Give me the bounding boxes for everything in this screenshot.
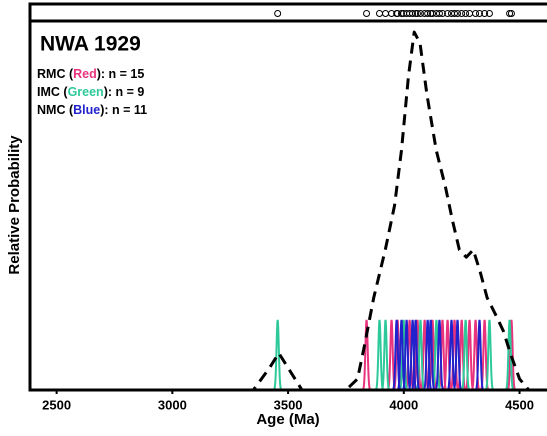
x-tick-label: 4500 [505, 397, 534, 412]
age-spike [461, 319, 471, 391]
age-marker [416, 10, 424, 17]
age-marker [458, 10, 466, 17]
age-marker [409, 10, 417, 17]
x-tick-label: 2500 [42, 397, 71, 412]
plot-frame [28, 2, 547, 392]
legend-text: RMC ( [37, 67, 74, 81]
age-marker [485, 10, 493, 17]
x-tick-label: 3000 [158, 397, 187, 412]
age-spike [471, 319, 481, 391]
legend-entry: RMC (Red): n = 15 [37, 67, 144, 81]
y-axis-label: Relative Probability [6, 135, 23, 275]
age-marker [472, 10, 480, 17]
legend-entry: NMC (Blue): n = 11 [37, 103, 147, 117]
age-marker [481, 10, 489, 17]
age-marker [427, 10, 435, 17]
age-marker [397, 10, 405, 17]
age-spike [443, 319, 453, 391]
age-marker [462, 10, 470, 17]
age-spike [426, 319, 436, 391]
age-marker [424, 10, 432, 17]
age-marker [393, 10, 401, 17]
legend-text: ): n = 9 [104, 85, 145, 99]
legend-text: NMC ( [37, 103, 74, 117]
age-spike [505, 319, 515, 391]
chart-title: NWA 1929 [40, 33, 141, 56]
age-spike [475, 319, 484, 391]
x-axis-label: Age (Ma) [256, 411, 319, 428]
age-spike [408, 319, 418, 391]
age-spike [506, 319, 516, 391]
age-spike [411, 319, 421, 391]
age-marker [274, 10, 282, 17]
age-spike [450, 319, 459, 391]
x-tick-label: 3500 [274, 397, 303, 412]
age-marker [376, 10, 384, 17]
age-spike [362, 319, 372, 391]
age-spike [484, 319, 494, 391]
age-marker [435, 10, 443, 17]
age-marker [382, 10, 390, 17]
legend-text: Green [68, 85, 104, 99]
age-spike [399, 319, 409, 391]
legend-text: IMC ( [37, 85, 68, 99]
legend-text: ): n = 11 [100, 103, 147, 117]
legend-text: ): n = 15 [97, 67, 145, 81]
age-marker [475, 10, 483, 17]
age-marker [400, 10, 408, 17]
age-spike [423, 319, 433, 391]
legend-text: Red [73, 67, 97, 81]
age-spike [381, 319, 391, 391]
age-marker [450, 10, 458, 17]
legend-entry: IMC (Green): n = 9 [37, 85, 144, 99]
legend-text: Blue [73, 103, 100, 117]
age-marker [444, 10, 452, 17]
age-marker [506, 10, 514, 17]
age-spike [434, 319, 444, 391]
age-marker [429, 10, 437, 17]
age-marker [507, 10, 515, 17]
age-spike [453, 319, 463, 391]
age-marker [363, 10, 371, 17]
age-spike [457, 319, 467, 391]
x-tick-label: 4000 [389, 397, 418, 412]
age-marker [412, 10, 420, 17]
age-spike [273, 319, 283, 391]
age-marker [413, 10, 421, 17]
age-marker [454, 10, 462, 17]
age-spike [375, 319, 385, 391]
